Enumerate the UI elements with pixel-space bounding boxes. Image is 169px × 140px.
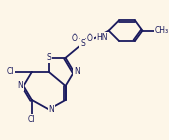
Text: CH₃: CH₃ <box>155 26 169 35</box>
Text: S: S <box>46 53 51 62</box>
Text: S: S <box>80 39 85 48</box>
Text: Cl: Cl <box>28 115 36 124</box>
Text: O: O <box>72 34 78 43</box>
Text: Cl: Cl <box>7 67 14 76</box>
Text: O: O <box>87 34 93 43</box>
Text: N: N <box>74 67 80 76</box>
Text: HN: HN <box>96 33 108 42</box>
Text: N: N <box>18 81 23 90</box>
Text: N: N <box>49 105 54 114</box>
